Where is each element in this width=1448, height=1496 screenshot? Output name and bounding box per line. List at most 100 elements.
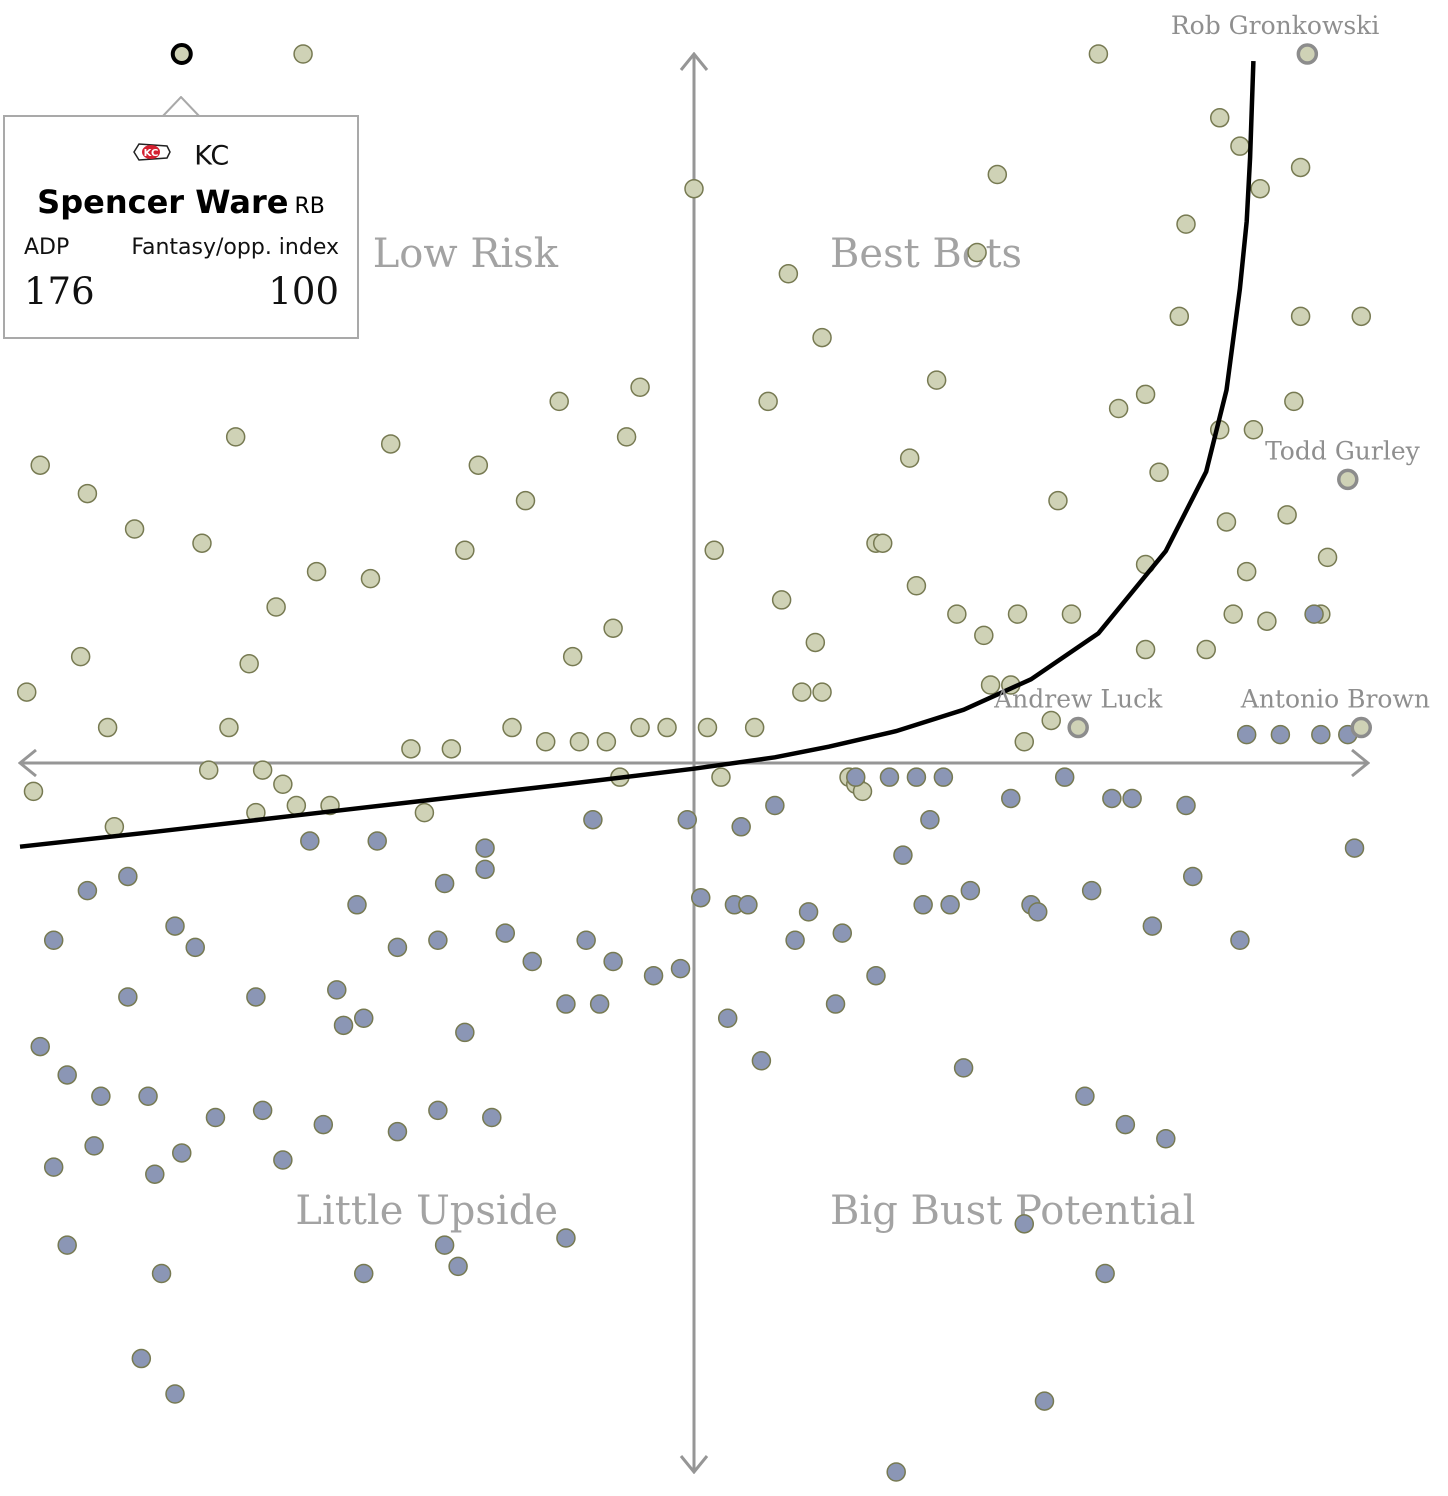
scatter-point[interactable] <box>1236 724 1257 745</box>
scatter-point[interactable] <box>333 1015 354 1036</box>
scatter-point[interactable] <box>16 682 37 702</box>
scatter-point[interactable] <box>596 731 617 752</box>
scatter-point[interactable] <box>286 795 307 816</box>
scatter-point[interactable] <box>43 930 64 950</box>
scatter-point[interactable] <box>926 370 947 390</box>
scatter-point[interactable] <box>1095 1263 1115 1284</box>
scatter-point[interactable] <box>1122 788 1142 809</box>
scatter-point[interactable] <box>751 1051 772 1071</box>
scatter-point[interactable] <box>690 887 711 908</box>
scatter-point[interactable] <box>455 1022 475 1043</box>
scatter-point[interactable] <box>104 817 125 837</box>
scatter-point[interactable] <box>792 682 812 702</box>
scatter-point[interactable] <box>1001 788 1021 809</box>
scatter-point[interactable] <box>192 533 212 553</box>
scatter-point[interactable] <box>670 958 691 979</box>
point-antonio-brown[interactable] <box>1350 716 1373 739</box>
scatter-point[interactable] <box>758 391 778 412</box>
scatter-point[interactable] <box>84 1136 104 1156</box>
scatter-point[interactable] <box>1284 391 1304 412</box>
scatter-point[interactable] <box>151 1263 172 1284</box>
scatter-point[interactable] <box>482 1107 502 1128</box>
scatter-point[interactable] <box>562 646 583 667</box>
scatter-point[interactable] <box>327 980 347 1000</box>
scatter-point[interactable] <box>603 618 623 639</box>
scatter-point[interactable] <box>293 44 313 64</box>
scatter-point[interactable] <box>434 873 455 894</box>
scatter-point[interactable] <box>987 164 1008 185</box>
scatter-point[interactable] <box>468 455 489 475</box>
scatter-point[interactable] <box>23 781 44 802</box>
scatter-point[interactable] <box>205 1107 226 1128</box>
scatter-point[interactable] <box>360 568 381 589</box>
scatter-point[interactable] <box>1311 724 1331 745</box>
point-rob-gronkowski[interactable] <box>1296 43 1319 65</box>
scatter-point[interactable] <box>97 717 118 738</box>
scatter-point[interactable] <box>1290 306 1311 327</box>
scatter-point[interactable] <box>812 682 832 702</box>
scatter-point[interactable] <box>313 1114 334 1135</box>
scatter-point[interactable] <box>717 1008 738 1028</box>
scatter-point[interactable] <box>832 923 853 943</box>
scatter-point[interactable] <box>1075 1086 1095 1106</box>
scatter-point[interactable] <box>246 987 266 1007</box>
scatter-point[interactable] <box>428 1100 448 1121</box>
selected-point[interactable] <box>170 43 193 65</box>
scatter-point[interactable] <box>879 767 900 787</box>
scatter-point[interactable] <box>738 895 758 915</box>
scatter-point[interactable] <box>475 859 495 880</box>
scatter-point[interactable] <box>428 930 448 950</box>
scatter-point[interactable] <box>77 880 98 901</box>
scatter-point[interactable] <box>771 590 792 610</box>
scatter-point[interactable] <box>1230 136 1250 156</box>
scatter-point[interactable] <box>825 994 846 1014</box>
scatter-point[interactable] <box>495 923 516 943</box>
scatter-point[interactable] <box>455 540 475 561</box>
scatter-point[interactable] <box>1102 788 1122 809</box>
scatter-point[interactable] <box>1135 639 1156 660</box>
scatter-point[interactable] <box>920 809 940 830</box>
scatter-point[interactable] <box>1196 639 1216 660</box>
scatter-point[interactable] <box>576 930 596 950</box>
scatter-point[interactable] <box>731 817 751 837</box>
scatter-point[interactable] <box>118 866 138 887</box>
scatter-point[interactable] <box>569 731 590 752</box>
scatter-point[interactable] <box>198 760 219 780</box>
scatter-point[interactable] <box>165 1384 185 1404</box>
scatter-point[interactable] <box>785 930 805 950</box>
scatter-point[interactable] <box>704 540 724 561</box>
scatter-point[interactable] <box>266 597 286 617</box>
scatter-point[interactable] <box>940 895 960 915</box>
scatter-point[interactable] <box>765 795 785 816</box>
scatter-point[interactable] <box>1054 767 1075 787</box>
scatter-point[interactable] <box>906 767 927 787</box>
scatter-point[interactable] <box>805 632 826 653</box>
scatter-point[interactable] <box>846 767 866 787</box>
scatter-point[interactable] <box>380 434 401 454</box>
scatter-point[interactable] <box>57 1065 77 1085</box>
scatter-point[interactable] <box>1007 604 1028 624</box>
scatter-point[interactable] <box>893 845 913 865</box>
scatter-point[interactable] <box>1156 1129 1176 1149</box>
scatter-point[interactable] <box>1061 604 1082 624</box>
scatter-point[interactable] <box>1183 866 1203 887</box>
scatter-point[interactable] <box>798 902 819 922</box>
scatter-point[interactable] <box>57 1235 77 1255</box>
scatter-point[interactable] <box>225 427 246 447</box>
scatter-point[interactable] <box>1014 1214 1035 1234</box>
scatter-point[interactable] <box>1351 306 1372 327</box>
scatter-point[interactable] <box>1216 512 1237 532</box>
scatter-point[interactable] <box>219 717 239 738</box>
scatter-point[interactable] <box>273 774 293 795</box>
scatter-point[interactable] <box>899 448 920 468</box>
scatter-point[interactable] <box>1115 1114 1136 1135</box>
scatter-point[interactable] <box>1135 384 1156 405</box>
scatter-point[interactable] <box>306 561 327 582</box>
scatter-point[interactable] <box>697 717 718 738</box>
point-todd-gurley[interactable] <box>1337 468 1359 491</box>
scatter-point[interactable] <box>589 994 610 1014</box>
scatter-point[interactable] <box>1304 604 1324 624</box>
scatter-point[interactable] <box>643 965 664 986</box>
scatter-point[interactable] <box>475 838 495 858</box>
scatter-point[interactable] <box>515 490 536 511</box>
